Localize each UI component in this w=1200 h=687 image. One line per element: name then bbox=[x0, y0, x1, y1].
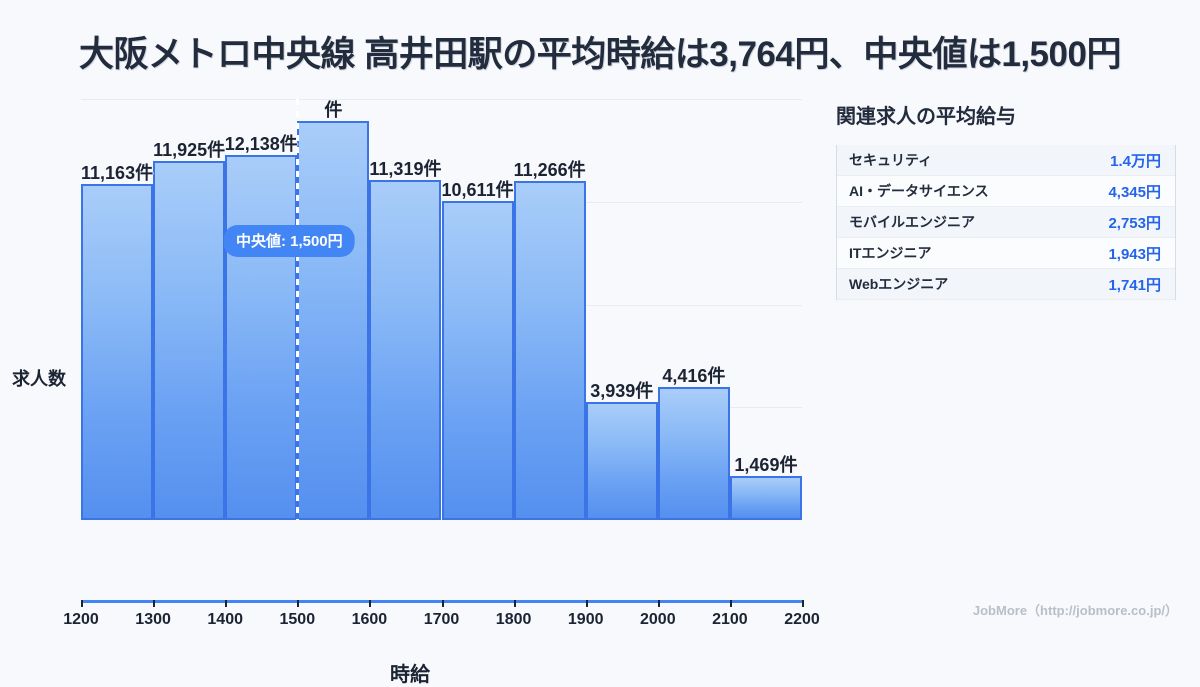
histogram-chart: 11,163件 11,925件 12,138件 件 11,319件 10,611件 11,2… bbox=[0, 90, 820, 686]
x-axis-title: 時給 bbox=[390, 664, 430, 686]
salary-amount: 1,741円 bbox=[1108, 276, 1161, 294]
bar[interactable] bbox=[585, 401, 658, 520]
x-tick-label: 1800 bbox=[495, 611, 532, 628]
salary-row[interactable]: Webエンジニア 1,741円 bbox=[837, 269, 1175, 300]
bar-value-label: 10,611件 bbox=[441, 179, 514, 200]
x-tick-label: 1500 bbox=[279, 611, 316, 628]
x-tick-label: 1300 bbox=[135, 611, 171, 628]
plot-area bbox=[81, 99, 802, 520]
salary-row[interactable]: モバイルエンジニア 2,753円 bbox=[837, 207, 1175, 238]
bar-value-label: 11,925件 bbox=[153, 140, 226, 161]
x-tick-mark bbox=[81, 600, 83, 607]
page-title: 大阪メトロ中央線 高井田駅の平均時給は3,764円、中央値は1,500円 bbox=[79, 35, 1121, 74]
bar[interactable] bbox=[81, 184, 154, 520]
median-line bbox=[296, 99, 300, 520]
x-tick-mark bbox=[225, 600, 228, 607]
x-tick-label: 1200 bbox=[63, 611, 99, 628]
x-tick-mark bbox=[297, 600, 300, 607]
bar[interactable] bbox=[441, 200, 514, 520]
bar-value-label: 11,266件 bbox=[513, 160, 586, 181]
x-tick-label: 1700 bbox=[423, 611, 460, 628]
salary-row[interactable]: ITエンジニア 1,943円 bbox=[837, 238, 1175, 269]
bar-value-label: 件 bbox=[324, 99, 343, 120]
x-tick-label: 2200 bbox=[784, 611, 820, 628]
x-tick-label: 2100 bbox=[712, 611, 748, 628]
salary-role-name: セキュリティ bbox=[849, 152, 933, 168]
salary-role-name: ITエンジニア bbox=[849, 245, 932, 261]
x-tick-label: 1600 bbox=[351, 611, 388, 628]
side-panel-title: 関連求人の平均給与 bbox=[836, 106, 1016, 128]
bar-value-label: 4,416件 bbox=[662, 366, 726, 387]
y-axis-title: 求人数 bbox=[12, 369, 66, 389]
x-tick-mark bbox=[441, 600, 444, 607]
related-salary-panel: 関連求人の平均給与 セキュリティ 1.4万円 AI・データサイエンス 4,345円モバ… bbox=[836, 100, 1176, 300]
gridline bbox=[81, 99, 802, 100]
bar[interactable] bbox=[513, 181, 586, 520]
salary-row[interactable]: セキュリティ 1.4万円 bbox=[837, 145, 1175, 176]
bar-value-label: 3,939件 bbox=[590, 380, 654, 401]
bar[interactable] bbox=[297, 120, 370, 520]
salary-amount: 1.4万円 bbox=[1110, 152, 1161, 170]
x-tick-mark bbox=[369, 600, 372, 607]
median-tooltip: 中央値: 1,500円 bbox=[223, 225, 355, 257]
x-tick-label: 1400 bbox=[207, 611, 243, 628]
salary-amount: 1,943円 bbox=[1108, 245, 1161, 263]
x-tick-mark bbox=[802, 600, 804, 607]
salary-role-name: モバイルエンジニア bbox=[849, 214, 975, 230]
bar[interactable] bbox=[153, 161, 226, 520]
bar[interactable] bbox=[657, 387, 730, 520]
x-tick-mark bbox=[513, 600, 516, 607]
bar-value-label: 11,163件 bbox=[81, 163, 154, 184]
salary-role-name: AI・データサイエンス bbox=[849, 183, 989, 199]
x-tick-mark bbox=[153, 600, 156, 607]
salary-table: セキュリティ 1.4万円 AI・データサイエンス 4,345円モバイルエンジニア 2,7… bbox=[836, 145, 1176, 300]
x-tick-mark bbox=[657, 600, 660, 607]
bar[interactable] bbox=[225, 155, 298, 520]
salary-amount: 2,753円 bbox=[1108, 214, 1161, 232]
bar-value-label: 1,469件 bbox=[734, 454, 798, 475]
bar-value-label: 12,138件 bbox=[224, 133, 298, 154]
x-tick-label: 1900 bbox=[567, 611, 604, 628]
x-tick-mark bbox=[729, 600, 732, 607]
x-tick-label: 2000 bbox=[640, 611, 676, 628]
footer-attribution: JobMore（http://jobmore.co.jp/） bbox=[972, 603, 1178, 618]
x-tick-mark bbox=[585, 600, 588, 607]
salary-row[interactable]: AI・データサイエンス 4,345円 bbox=[837, 176, 1175, 207]
salary-amount: 4,345円 bbox=[1108, 183, 1161, 201]
salary-role-name: Webエンジニア bbox=[849, 276, 949, 292]
bar[interactable] bbox=[369, 179, 442, 520]
bar[interactable] bbox=[729, 475, 802, 520]
bar-value-label: 11,319件 bbox=[369, 158, 442, 179]
